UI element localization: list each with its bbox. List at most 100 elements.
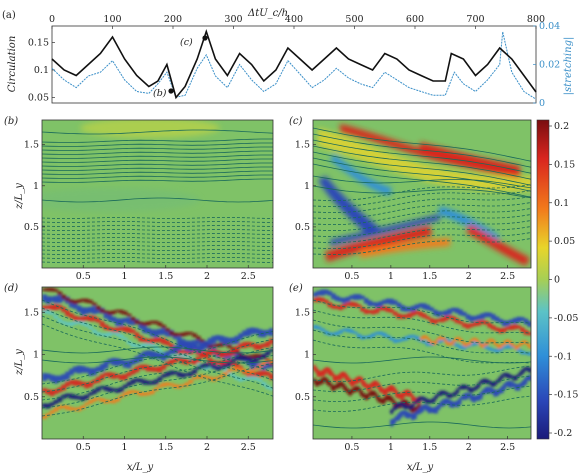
vorticity-band-cell: [238, 377, 244, 382]
vorticity-band-cell: [184, 373, 190, 377]
vorticity-band-cell: [215, 361, 221, 365]
vorticity-band-cell: [219, 342, 224, 347]
vorticity-band-cell: [425, 342, 431, 346]
vorticity-band-cell: [405, 400, 409, 407]
vorticity-band-cell: [88, 315, 93, 322]
vorticity-band-cell: [203, 363, 209, 368]
vorticity-band-cell: [465, 392, 469, 400]
vorticity-band-cell: [172, 355, 178, 359]
vorticity-band-cell: [440, 311, 445, 315]
vorticity-band-cell: [111, 316, 117, 323]
contour-line: [313, 319, 531, 344]
vorticity-band-cell: [246, 355, 251, 359]
vorticity-band-cell: [436, 318, 442, 322]
vorticity-band-cell: [343, 384, 347, 391]
vorticity-band-cell: [395, 390, 398, 398]
vorticity-band-cell: [111, 399, 117, 404]
vorticity-band-cell: [111, 310, 117, 315]
vorticity-band-cell: [409, 392, 413, 397]
vorticity-band-cell: [401, 410, 406, 415]
vorticity-band-cell: [392, 311, 398, 316]
vorticity-band-cell: [353, 294, 358, 300]
vorticity-band-cell: [498, 388, 502, 394]
vorticity-band-cell: [261, 362, 267, 370]
contour-line: [313, 238, 531, 256]
vorticity-band-cell: [484, 387, 488, 394]
vorticity-band-cell: [161, 338, 167, 345]
vorticity-band-cell: [88, 326, 93, 330]
vorticity-band-cell: [382, 332, 387, 337]
vorticity-band-cell: [92, 389, 97, 395]
vorticity-band-cell: [199, 339, 205, 342]
vorticity-band-cell: [61, 294, 67, 299]
vorticity-band-cell: [331, 304, 336, 309]
vorticity-band-cell: [176, 354, 182, 359]
vorticity-band-cell: [92, 329, 97, 334]
vorticity-band-cell: [331, 293, 336, 300]
vorticity-band-cell: [313, 297, 318, 302]
vorticity-band-cell: [234, 350, 240, 354]
vorticity-band-cell: [338, 330, 343, 334]
vorticity-band-cell: [407, 390, 411, 397]
vorticity-band-cell: [507, 373, 511, 379]
vorticity-band-cell: [61, 321, 67, 325]
y-tick-label: 1.5: [295, 140, 310, 151]
vorticity-band-cell: [242, 377, 247, 381]
vorticity-band-cell: [334, 295, 340, 301]
vorticity-band-cell: [49, 390, 55, 396]
vorticity-band-cell: [72, 302, 78, 309]
vorticity-band-cell: [440, 317, 445, 323]
marker-b-label: (b): [153, 88, 167, 99]
vorticity-band-cell: [215, 365, 221, 371]
vorticity-band-cell: [130, 317, 136, 326]
vorticity-band-cell: [374, 302, 380, 308]
vorticity-band-cell: [429, 340, 433, 344]
vorticity-band-cell: [99, 333, 105, 336]
contour-line: [42, 331, 273, 385]
vorticity-band-cell: [45, 413, 51, 417]
vorticity-band-cell: [126, 360, 132, 369]
vorticity-band-cell: [314, 367, 318, 373]
vorticity-band-cell: [483, 344, 489, 349]
vorticity-band-cell: [92, 398, 97, 402]
vorticity-band-cell: [72, 300, 78, 305]
vorticity-band-cell: [203, 375, 209, 379]
vorticity-band-cell: [99, 308, 105, 313]
vorticity-band-cell: [494, 348, 500, 353]
vorticity-band-cell: [84, 367, 90, 373]
vorticity-band-cell: [342, 297, 347, 304]
vorticity-band-cell: [207, 366, 213, 369]
vorticity-band-cell: [192, 340, 197, 348]
vorticity-band-cell: [253, 371, 259, 377]
vorticity-band-cell: [453, 401, 457, 407]
vorticity-band-cell: [512, 344, 516, 347]
x-axis-label-left: x/L_y: [127, 462, 154, 473]
vorticity-band-cell: [103, 372, 109, 377]
vorticity-band-cell: [422, 340, 427, 344]
vorticity-band-cell: [355, 377, 359, 384]
vorticity-band-cell: [320, 370, 323, 376]
vorticity-band-cell: [196, 336, 201, 340]
vorticity-band-cell: [458, 309, 463, 316]
vorticity-band-cell: [472, 387, 476, 391]
x-tick-label: 2: [204, 271, 210, 282]
vorticity-band-cell: [378, 306, 383, 311]
vorticity-band-cell: [421, 335, 425, 340]
vorticity-band-cell: [257, 364, 263, 369]
colorbar-ticks: 0.2 0.15 0.1 0.05 0 -0.05 -0.1 -0.15 -0.2: [549, 121, 578, 439]
vorticity-band-cell: [492, 339, 495, 344]
contour-line: [42, 323, 273, 397]
vorticity-band-cell: [440, 336, 444, 340]
vorticity-band-cell: [472, 341, 478, 346]
y-tick-label: 1.5: [295, 307, 310, 318]
vorticity-band-cell: [429, 399, 434, 404]
vorticity-band-cell: [57, 397, 63, 402]
vorticity-band-cell: [323, 377, 327, 381]
vorticity-band-cell: [61, 374, 67, 381]
vorticity-band-cell: [42, 309, 47, 314]
vorticity-band-cell: [476, 394, 481, 401]
vorticity-band-cell: [418, 407, 422, 414]
vorticity-band-cell: [122, 337, 128, 340]
vorticity-band-cell: [53, 295, 59, 303]
vorticity-band-cell: [469, 339, 473, 344]
